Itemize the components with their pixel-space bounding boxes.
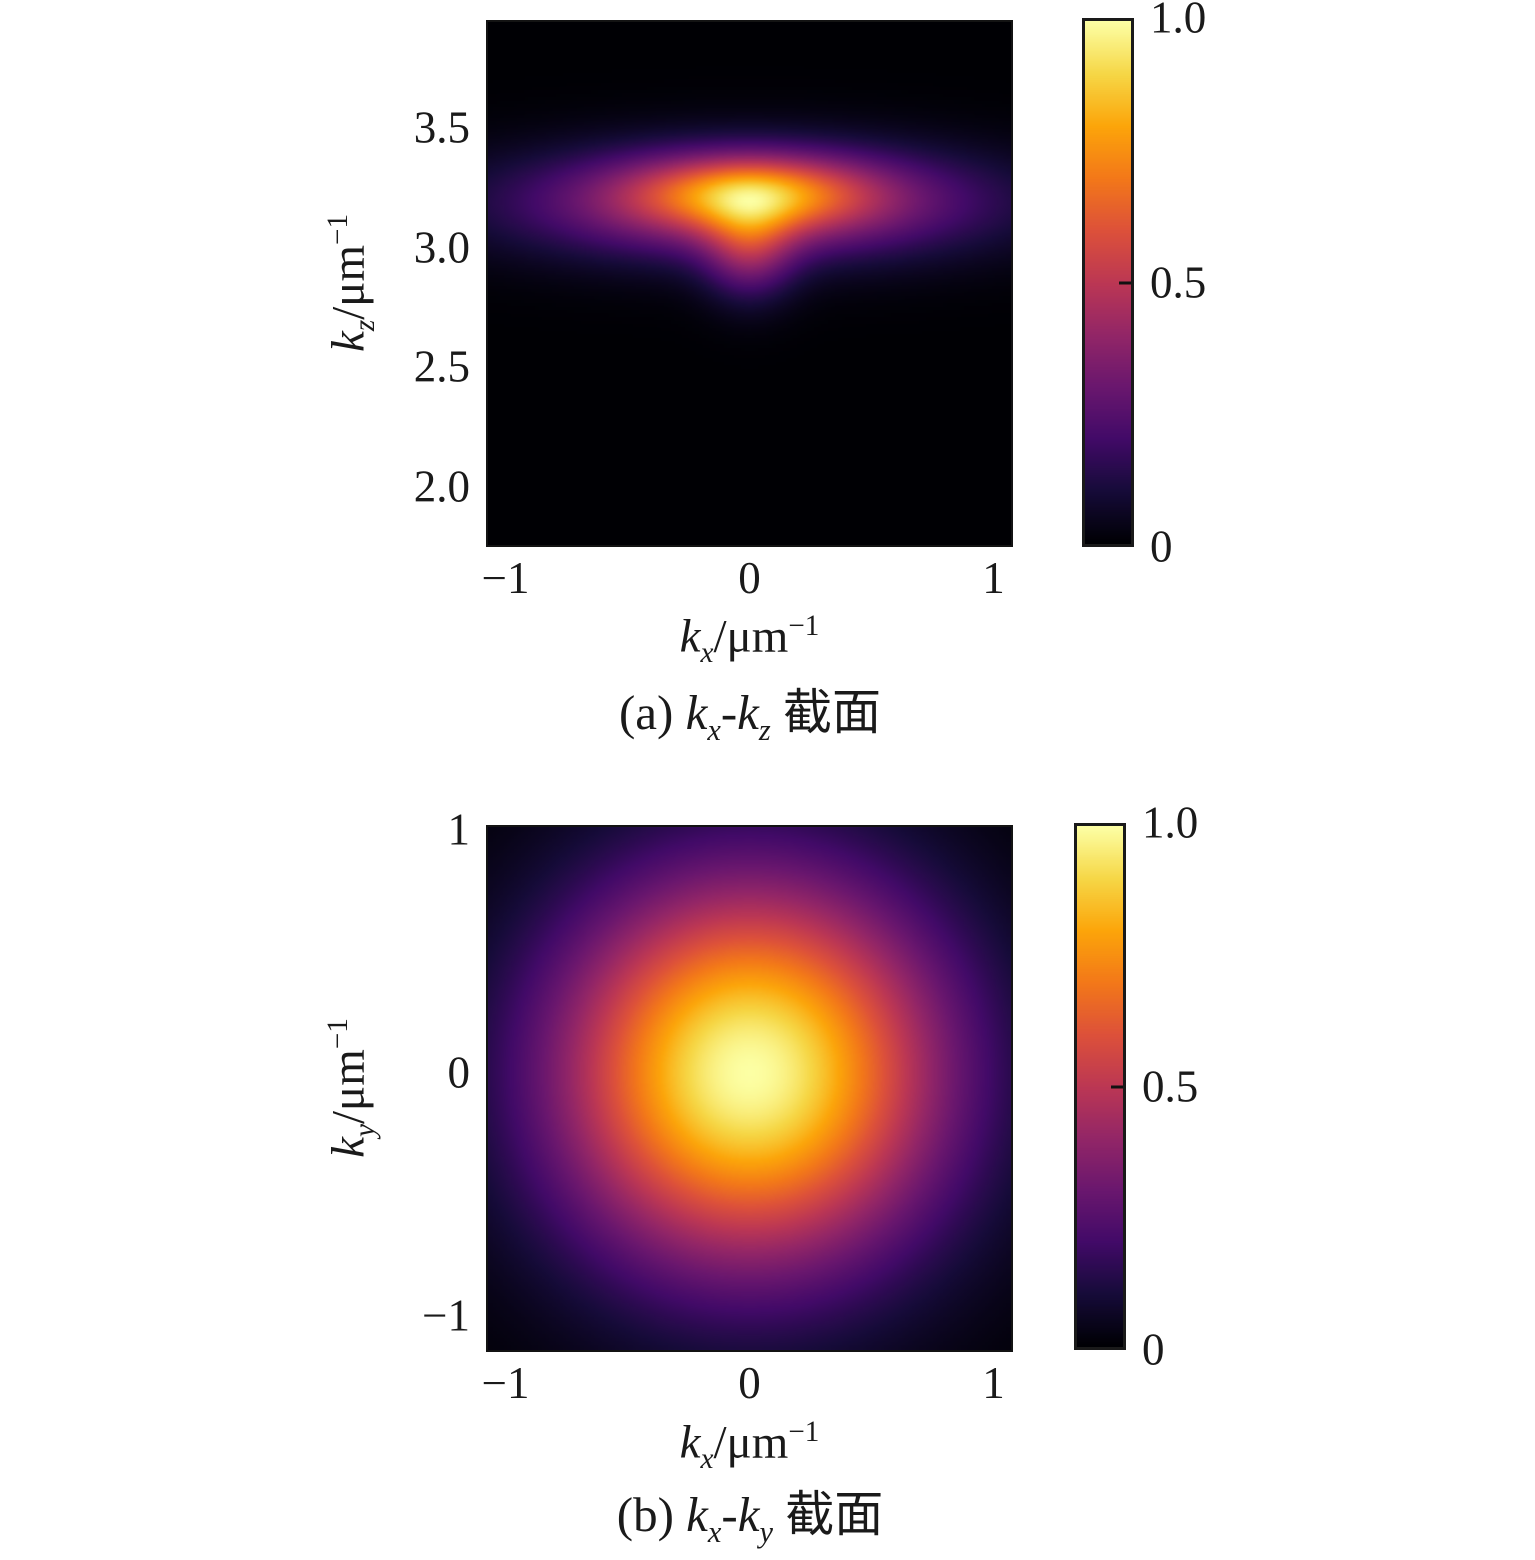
colorbar-tick-label: 0 [1142, 1324, 1165, 1375]
y-axis-exponent-a: −1 [321, 213, 354, 245]
x-tick-label: 1 [982, 1358, 1005, 1408]
x-axis-label-a: kx/μm−1 [486, 610, 1013, 669]
caption-a: (a) kx-kz 截面 [366, 686, 1134, 747]
caption-a-dash: - [720, 685, 738, 740]
x-tick-label: 1 [982, 553, 1005, 603]
caption-a-suffix: 截面 [770, 685, 882, 740]
caption-b-prefix: (b) [616, 1487, 687, 1542]
caption-a-prefix: (a) [618, 685, 686, 740]
x-tick-labels-a: −1 0 1 [482, 553, 1013, 614]
x-axis-unit-b: /μm [713, 1416, 789, 1469]
x-tick-label: 0 [738, 553, 761, 603]
y-axis-subscript-a: z [348, 319, 381, 332]
caption-b-sub2: y [759, 1514, 773, 1549]
colorbar-b [1074, 823, 1126, 1350]
y-axis-variable-a: k [322, 331, 375, 353]
caption-a-var1: k [685, 685, 708, 740]
y-tick-label: 2.5 [413, 341, 470, 392]
heatmap-panel-a [486, 20, 1013, 547]
y-tick-label: 0 [447, 1047, 471, 1098]
x-axis-unit-a: /μm [713, 610, 789, 663]
x-tick-label: −1 [481, 1358, 530, 1408]
y-axis-unit-a: /μm [322, 244, 375, 320]
x-axis-exponent-a: −1 [788, 610, 820, 642]
colorbar-tick-mark [1111, 1085, 1123, 1088]
y-tick-label: 2.0 [413, 461, 470, 512]
colorbar-tick-label: 0.5 [1150, 257, 1207, 307]
y-tick-label: 3.5 [413, 102, 470, 153]
y-tick-labels-b: 1 0 −1 [290, 807, 471, 1352]
colorbar-tick-labels-a: 1.0 0.5 0 [1150, 0, 1300, 569]
heatmap-canvas-b [488, 827, 1011, 1350]
colorbar-tick-label: 0.5 [1142, 1061, 1199, 1111]
x-axis-variable-a: k [679, 610, 701, 663]
caption-b: (b) kx-ky 截面 [366, 1488, 1134, 1549]
y-axis-subscript-b: y [348, 1124, 381, 1137]
x-tick-label: 0 [738, 1358, 761, 1408]
caption-b-sub1: x [707, 1514, 722, 1549]
caption-a-var2: k [737, 685, 759, 740]
x-tick-labels-b: −1 0 1 [482, 1358, 1013, 1419]
y-axis-label-a: kz/μm−1 [321, 213, 381, 353]
colorbar-tick-labels-b: 1.0 0.5 0 [1142, 800, 1292, 1372]
caption-b-suffix: 截面 [772, 1487, 884, 1542]
colorbar-tick-label: 1.0 [1150, 0, 1207, 43]
y-tick-label: 3.0 [413, 222, 470, 273]
colorbar-tick-label: 1.0 [1142, 797, 1199, 848]
heatmap-panel-b [486, 825, 1013, 1352]
y-tick-label: 1 [447, 804, 471, 855]
heatmap-canvas-a [488, 22, 1011, 545]
x-axis-subscript-b: x [700, 1443, 714, 1476]
y-axis-unit-b: /μm [322, 1049, 375, 1125]
y-axis-variable-b: k [322, 1136, 375, 1158]
caption-b-var1: k [686, 1487, 708, 1542]
colorbar-tick-label: 0 [1150, 521, 1173, 572]
caption-a-sub2: z [758, 712, 771, 747]
x-axis-variable-b: k [679, 1416, 701, 1469]
x-axis-label-b: kx/μm−1 [486, 1416, 1013, 1475]
x-axis-exponent-b: −1 [788, 1416, 820, 1448]
colorbar-tick-mark [1119, 281, 1131, 284]
y-axis-label-b: ky/μm−1 [321, 1018, 381, 1158]
caption-b-dash: - [721, 1487, 738, 1542]
y-tick-labels-a: 3.5 3.0 2.5 2.0 [290, 20, 470, 547]
x-axis-subscript-a: x [700, 637, 714, 670]
x-tick-label: −1 [481, 553, 530, 603]
caption-b-var2: k [737, 1487, 760, 1542]
colorbar-a [1082, 18, 1134, 547]
y-tick-label: −1 [422, 1290, 470, 1341]
y-axis-exponent-b: −1 [321, 1018, 354, 1050]
caption-a-sub1: x [707, 712, 721, 747]
